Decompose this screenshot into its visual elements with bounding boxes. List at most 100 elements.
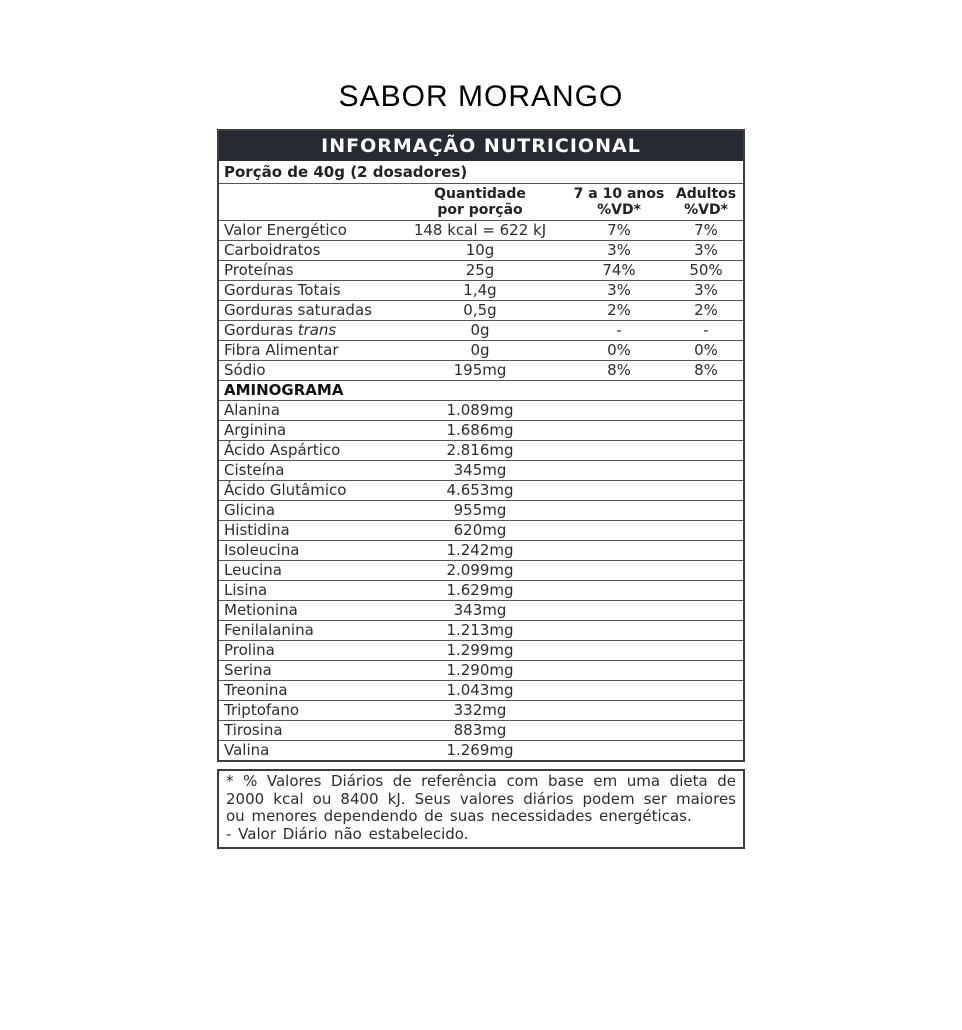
amino-kids-empty [569, 441, 669, 460]
amino-adults-empty [669, 401, 743, 420]
amino-name: Leucina [224, 561, 282, 579]
nutrient-rows-section: Valor Energético 148 kcal = 622 kJ 7% 7% Car… [219, 221, 743, 381]
aminogram-row: Treonina 1.043mg [219, 681, 743, 701]
portion-row: Porção de 40g (2 dosadores) [219, 161, 743, 184]
amino-adults-empty [669, 621, 743, 640]
amino-kids-empty [569, 461, 669, 480]
amino-name: Histidina [224, 521, 290, 539]
amino-adults-empty [669, 701, 743, 720]
amino-quantity: 332mg [453, 701, 507, 719]
kids-vd-value: 8% [607, 361, 631, 379]
amino-adults-empty [669, 501, 743, 520]
column-header-spacer [219, 186, 391, 218]
nutrient-row: Gorduras saturadas 0,5g 2% 2% [219, 301, 743, 321]
amino-adults-empty [669, 581, 743, 600]
amino-name: Metionina [224, 601, 298, 619]
nutrient-row: Proteínas 25g 74% 50% [219, 261, 743, 281]
nutrient-quantity: 0,5g [463, 301, 497, 319]
nutrient-quantity: 0g [470, 321, 490, 339]
amino-quantity: 883mg [453, 721, 507, 739]
amino-kids-empty [569, 621, 669, 640]
aminogram-row: Serina 1.290mg [219, 661, 743, 681]
amino-name: Treonina [224, 681, 288, 699]
aminogram-row: Isoleucina 1.242mg [219, 541, 743, 561]
amino-adults-empty [669, 481, 743, 500]
amino-quantity: 1.629mg [446, 581, 514, 599]
nutrient-name: Fibra Alimentar [224, 341, 339, 359]
amino-kids-empty [569, 601, 669, 620]
kids-vd-value: 3% [607, 241, 631, 259]
amino-quantity: 343mg [453, 601, 507, 619]
amino-kids-empty [569, 401, 669, 420]
amino-kids-empty [569, 661, 669, 680]
aminogram-row: Triptofano 332mg [219, 701, 743, 721]
amino-name: Valina [224, 741, 270, 759]
nutrient-row: Valor Energético 148 kcal = 622 kJ 7% 7% [219, 221, 743, 241]
nutrient-quantity: 195mg [453, 361, 507, 379]
footnote-dash-line: - Valor Diário não estabelecido. [226, 824, 469, 843]
aminogram-row: Cisteína 345mg [219, 461, 743, 481]
aminogram-row: Tirosina 883mg [219, 721, 743, 741]
amino-kids-empty [569, 521, 669, 540]
adults-vd-value: - [703, 321, 709, 339]
amino-name: Ácido Aspártico [224, 441, 341, 459]
nutrient-name: Sódio [224, 361, 266, 379]
amino-adults-empty [669, 661, 743, 680]
nutrient-name: Valor Energético [224, 221, 347, 239]
amino-adults-empty [669, 421, 743, 440]
amino-name: Lisina [224, 581, 268, 599]
amino-name: Serina [224, 661, 272, 679]
aminogram-row: Lisina 1.629mg [219, 581, 743, 601]
nutrient-quantity: 0g [470, 341, 490, 359]
kids-vd-value: 0% [607, 341, 631, 359]
page-title: SABOR MORANGO [338, 80, 624, 113]
nutrient-name: Gorduras Totais [224, 281, 341, 299]
column-header-quantity-line1: Quantidade [434, 186, 526, 202]
column-header-kids-line2: %VD* [597, 202, 641, 218]
aminogram-row: Fenilalanina 1.213mg [219, 621, 743, 641]
aminogram-row: Metionina 343mg [219, 601, 743, 621]
amino-quantity: 1.299mg [446, 641, 514, 659]
amino-quantity: 620mg [453, 521, 507, 539]
nutrient-name: Proteínas [224, 261, 294, 279]
aminogram-row: Ácido Glutâmico 4.653mg [219, 481, 743, 501]
amino-kids-empty [569, 541, 669, 560]
amino-name: Triptofano [224, 701, 300, 719]
aminogram-rows-section: Alanina 1.089mg Arginina 1.686mg Ácido Aspár… [219, 401, 743, 760]
adults-vd-value: 3% [694, 281, 718, 299]
kids-vd-value: 3% [607, 281, 631, 299]
nutrient-row: Fibra Alimentar 0g 0% 0% [219, 341, 743, 361]
amino-kids-empty [569, 701, 669, 720]
aminogram-row: Valina 1.269mg [219, 741, 743, 760]
nutrient-row: Gorduras Totais 1,4g 3% 3% [219, 281, 743, 301]
amino-adults-empty [669, 681, 743, 700]
amino-adults-empty [669, 561, 743, 580]
amino-kids-empty [569, 581, 669, 600]
amino-adults-empty [669, 541, 743, 560]
amino-kids-empty [569, 501, 669, 520]
nutrient-name-italic: trans [297, 321, 337, 339]
amino-kids-empty [569, 681, 669, 700]
nutrient-row: Carboidratos 10g 3% 3% [219, 241, 743, 261]
aminogram-row: Arginina 1.686mg [219, 421, 743, 441]
column-header-adults: Adultos %VD* [669, 186, 743, 218]
nutrient-name: Gorduras saturadas [224, 301, 372, 319]
amino-kids-empty [569, 561, 669, 580]
amino-quantity: 1.213mg [446, 621, 514, 639]
nutrient-quantity: 148 kcal = 622 kJ [413, 221, 547, 239]
amino-kids-empty [569, 641, 669, 660]
amino-quantity: 1.242mg [446, 541, 514, 559]
amino-adults-empty [669, 641, 743, 660]
amino-quantity: 345mg [453, 461, 507, 479]
column-header-kids: 7 a 10 anos %VD* [569, 186, 669, 218]
amino-name: Prolina [224, 641, 275, 659]
amino-name: Fenilalanina [224, 621, 314, 639]
amino-name: Arginina [224, 421, 287, 439]
amino-quantity: 1.269mg [446, 741, 514, 759]
nutrient-quantity: 1,4g [463, 281, 497, 299]
nutrition-label: INFORMAÇÃO NUTRICIONAL Porção de 40g (2 … [217, 129, 745, 849]
amino-name: Glicina [224, 501, 276, 519]
amino-kids-empty [569, 721, 669, 740]
page: SABOR MORANGO INFORMAÇÃO NUTRICIONAL Por… [0, 80, 962, 849]
amino-quantity: 955mg [453, 501, 507, 519]
